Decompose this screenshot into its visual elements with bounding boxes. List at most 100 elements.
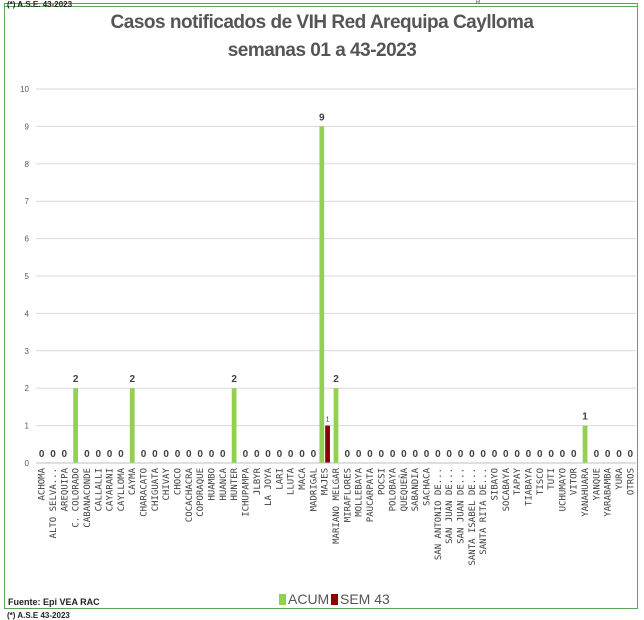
x-tick-label: LA JOYA: [264, 467, 274, 506]
data-label-acum: 0: [220, 449, 226, 460]
x-tick-label: HUANCA: [219, 467, 229, 500]
data-label-acum: 0: [118, 449, 124, 460]
x-tick-label: VITOR: [570, 467, 580, 495]
frame-top-rule: [4, 6, 638, 7]
data-label-acum: 0: [537, 449, 543, 460]
x-tick-label: YANAHUARA: [581, 467, 591, 516]
data-label-acum: 0: [209, 449, 215, 460]
bar-acum: [129, 388, 135, 463]
y-tick-label: 7: [25, 197, 30, 206]
data-label-acum: 0: [141, 449, 147, 460]
data-label-acum: 1: [582, 412, 588, 423]
legend-swatch-sem: [331, 593, 338, 605]
x-tick-label: CAYARANI: [106, 468, 116, 511]
x-tick-label: SAN ANTONIO DE...: [434, 468, 444, 560]
x-tick-label: JLBYR: [253, 467, 263, 495]
x-tick-label: YANQUE: [592, 468, 602, 501]
legend-item-sem: SEM 43: [331, 591, 390, 607]
x-tick-label: CALLALLI: [94, 468, 104, 511]
data-label-acum: 0: [254, 449, 260, 460]
legend-swatch-acum: [279, 593, 286, 605]
data-label-acum: 0: [628, 449, 634, 460]
x-tick-label: SOCABAYA: [502, 467, 512, 511]
data-label-acum: 0: [492, 449, 498, 460]
data-label-acum: 0: [277, 449, 283, 460]
x-tick-label: MAJES: [321, 468, 331, 495]
data-label-acum: 0: [265, 449, 271, 460]
chart-frame: [4, 3, 638, 609]
data-label-acum: 0: [390, 449, 396, 460]
data-label-acum: 0: [152, 449, 158, 460]
x-tick-label: CAYMA: [128, 467, 138, 495]
data-label-acum: 0: [480, 449, 486, 460]
data-label-acum: 9: [319, 112, 325, 123]
data-label-acum: 2: [333, 374, 339, 385]
x-tick-label: OTROS: [626, 468, 636, 495]
x-tick-label: CHOCO: [174, 468, 184, 495]
legend-item-acum: ACUM: [279, 591, 329, 607]
x-tick-label: POCSI: [377, 468, 387, 495]
data-label-acum: 0: [50, 449, 56, 460]
data-label-acum: 0: [594, 449, 600, 460]
x-tick-label: COPORAQUE: [196, 468, 206, 517]
x-tick-label: HUAMBO: [207, 468, 217, 501]
data-label-acum: 0: [571, 449, 577, 460]
bar-acum: [319, 126, 325, 464]
x-tick-label: SAN JUAN DE...: [445, 468, 455, 544]
data-label-acum: 0: [424, 449, 430, 460]
x-tick-label: LARI: [275, 468, 285, 490]
x-tick-label: HUNTER: [230, 467, 240, 500]
bar-acum: [73, 388, 78, 463]
data-label-sem: 1: [326, 417, 330, 424]
y-tick-label: 1: [25, 422, 30, 431]
data-label-acum: 2: [231, 374, 237, 385]
data-label-acum: 0: [84, 449, 90, 460]
x-tick-label: MADRIGAL: [309, 468, 319, 511]
x-tick-label: TIABAYA: [524, 467, 534, 506]
x-tick-label: MIRAFLORES: [343, 468, 353, 522]
source-note: Fuente: Epi VEA RAC: [8, 597, 100, 607]
x-tick-label: SANTA ISABEL DE...: [468, 468, 478, 566]
bar-sem: [325, 425, 330, 463]
x-tick-label: MARIANO MELGAR: [332, 467, 342, 543]
data-label-acum: 0: [401, 449, 407, 460]
x-tick-label: UCHUMAYO: [558, 468, 568, 511]
x-tick-label: SABANDIA: [411, 467, 421, 511]
tiny-mark: R: [476, 0, 481, 6]
bar-acum: [333, 388, 339, 463]
x-tick-label: YURA: [615, 467, 625, 489]
data-label-acum: 0: [469, 449, 475, 460]
legend: ACUM SEM 43: [0, 591, 644, 609]
data-label-acum: 0: [243, 449, 249, 460]
data-label-acum: 2: [73, 374, 79, 385]
data-label-acum: 0: [299, 449, 305, 460]
x-tick-label: TAPAY: [513, 467, 523, 495]
data-label-acum: 0: [605, 449, 611, 460]
y-tick-label: 8: [25, 160, 30, 169]
ase-note-bottom: (*) A.S.E 43-2023: [7, 611, 70, 620]
data-label-acum: 0: [345, 449, 351, 460]
x-tick-label: AREQUIPA: [60, 467, 70, 511]
x-tick-label: SANTA RITA DE...: [479, 468, 489, 555]
legend-label-acum: ACUM: [288, 591, 330, 607]
data-label-acum: 0: [548, 449, 554, 460]
data-label-acum: 0: [514, 449, 520, 460]
x-tick-label: CHARACATO: [140, 468, 150, 517]
data-label-acum: 0: [526, 449, 532, 460]
data-label-acum: 0: [412, 449, 418, 460]
y-tick-label: 3: [25, 347, 30, 356]
x-tick-label: SIBAYO: [490, 468, 500, 501]
x-tick-label: MACA: [298, 467, 308, 489]
x-tick-label: ICHUPAMPA: [241, 467, 251, 516]
x-tick-label: CAYLLOMA: [117, 467, 127, 511]
x-tick-label: MOLLEBAYA: [355, 467, 365, 516]
data-label-acum: 0: [107, 449, 113, 460]
x-tick-label: SACHACA: [423, 467, 433, 506]
data-label-acum: 2: [129, 374, 135, 385]
x-tick-label: C. COLORADO: [72, 468, 82, 528]
y-tick-label: 4: [25, 309, 30, 318]
data-label-acum: 0: [379, 449, 385, 460]
data-label-acum: 0: [356, 449, 362, 460]
data-label-acum: 0: [163, 449, 169, 460]
data-label-acum: 0: [446, 449, 452, 460]
